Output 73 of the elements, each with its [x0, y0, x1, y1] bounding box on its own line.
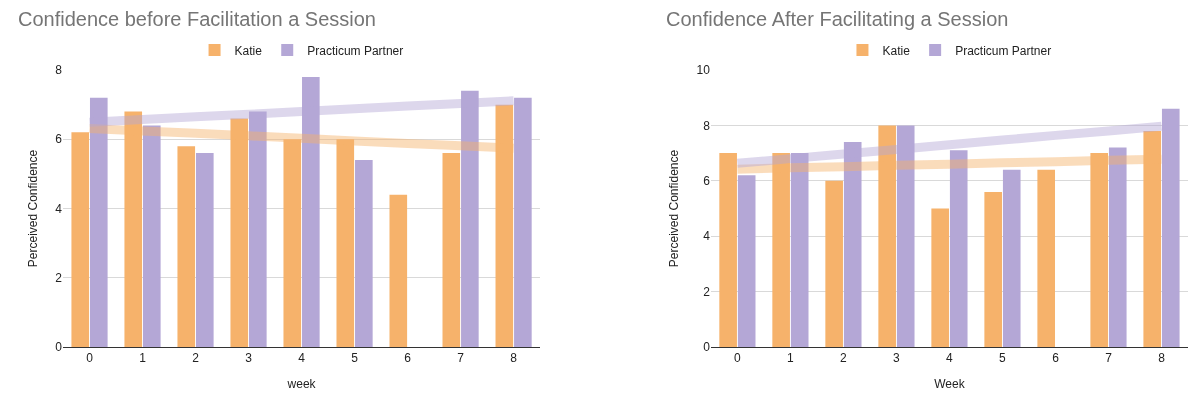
bar [230, 118, 249, 347]
bar [336, 139, 355, 347]
bar [790, 153, 809, 347]
bar [949, 150, 968, 347]
x-tick-label: 0 [86, 351, 94, 366]
legend-label: Practicum Partner [955, 43, 1052, 58]
x-tick-label: 0 [734, 351, 742, 366]
y-tick-label: 6 [55, 132, 63, 147]
y-axis-title: Perceived Confidence [25, 149, 40, 268]
bar [89, 97, 108, 347]
bar [825, 180, 843, 347]
legend-label: Katie [234, 43, 263, 58]
y-tick-label: 0 [703, 340, 711, 355]
chart-title: Confidence After Facilitating a Session [666, 8, 1009, 30]
x-tick-label: 5 [351, 351, 359, 366]
bar [931, 208, 949, 347]
y-tick-label: 8 [55, 63, 63, 78]
x-tick-label: 6 [404, 351, 412, 366]
x-tick-label: 3 [245, 351, 253, 366]
bar [1090, 153, 1109, 347]
bar [283, 139, 302, 347]
bar [249, 111, 267, 347]
x-tick-label: 5 [999, 351, 1007, 366]
x-tick-label: 1 [787, 351, 795, 366]
bar [878, 125, 896, 347]
bar [984, 191, 1002, 347]
bar [196, 153, 214, 347]
y-tick-label: 8 [703, 118, 711, 133]
bar [1143, 130, 1162, 347]
x-tick-label: 6 [1052, 351, 1060, 366]
bar [124, 111, 143, 347]
x-tick-label: 7 [1105, 351, 1113, 366]
chart-title: Confidence before Facilitation a Session [18, 8, 376, 30]
bar [389, 194, 408, 347]
x-axis-title: Week [934, 377, 966, 392]
bar [461, 90, 479, 347]
x-tick-label: 1 [139, 351, 147, 366]
y-tick-label: 2 [703, 284, 711, 299]
bar [896, 125, 915, 347]
y-axis-title: Perceived Confidence [666, 149, 681, 268]
y-tick-label: 0 [55, 340, 63, 355]
bar [772, 153, 790, 347]
bar [71, 132, 90, 347]
legend-label: Practicum Partner [307, 43, 404, 58]
bar [719, 153, 737, 347]
bar [1037, 169, 1056, 347]
y-tick-label: 4 [703, 229, 711, 244]
bar [177, 146, 196, 347]
x-tick-label: 8 [1158, 351, 1166, 366]
bar [442, 153, 461, 347]
bar [1002, 169, 1021, 347]
legend-label: Katie [882, 43, 911, 58]
x-axis-title: week [286, 377, 317, 392]
bar [514, 97, 532, 347]
bar [737, 175, 756, 347]
x-tick-label: 7 [457, 351, 465, 366]
x-tick-label: 4 [298, 351, 306, 366]
y-tick-label: 4 [55, 201, 63, 216]
bar [843, 142, 862, 347]
bar [1161, 108, 1180, 347]
bar [142, 125, 161, 347]
x-tick-label: 4 [946, 351, 954, 366]
bar [1108, 147, 1127, 347]
bar [302, 76, 320, 347]
bar [495, 104, 514, 347]
bar [355, 160, 373, 347]
y-tick-label: 6 [703, 174, 711, 188]
x-tick-label: 3 [893, 351, 901, 366]
x-tick-label: 2 [840, 351, 848, 366]
y-tick-label: 2 [55, 270, 63, 285]
x-tick-label: 2 [192, 351, 200, 366]
y-tick-label: 10 [696, 63, 711, 78]
x-tick-label: 8 [510, 351, 518, 366]
